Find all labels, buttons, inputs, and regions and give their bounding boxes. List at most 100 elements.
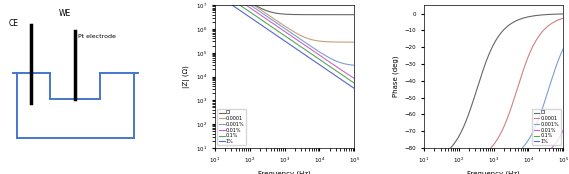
1%	[488, 164, 494, 166]
0.0001	[294, 33, 301, 35]
DI	[278, 13, 284, 15]
1%	[278, 37, 284, 39]
0.1%	[325, 65, 332, 67]
1%	[325, 70, 332, 72]
DI	[496, 34, 503, 36]
0.001%	[294, 36, 301, 38]
0.001%	[560, 47, 567, 49]
DI	[348, 14, 354, 16]
0.01%	[420, 164, 427, 166]
0.0001	[488, 147, 494, 149]
0.001%	[488, 161, 494, 164]
Line: DI: DI	[215, 0, 354, 15]
0.001%	[325, 57, 332, 59]
Text: Pt electrode: Pt electrode	[78, 34, 116, 39]
0.01%	[278, 29, 285, 31]
DI	[287, 13, 294, 15]
0.01%	[496, 163, 503, 165]
Legend: DI, 0.0001, 0.001%, 0.01%, 0.1%, 1%: DI, 0.0001, 0.001%, 0.01%, 0.1%, 1%	[217, 109, 246, 145]
0.1%	[486, 164, 493, 166]
1%	[278, 38, 285, 40]
0.01%	[560, 129, 567, 131]
0.0001	[556, 18, 563, 20]
DI	[420, 161, 427, 163]
DI	[535, 14, 542, 16]
1%	[504, 164, 510, 166]
0.1%	[556, 160, 563, 162]
0.1%	[488, 164, 494, 166]
0.1%	[496, 164, 503, 166]
0.001%	[486, 162, 493, 164]
0.01%	[504, 163, 510, 165]
DI	[556, 13, 563, 15]
Line: 0.0001: 0.0001	[424, 18, 563, 164]
0.01%	[325, 61, 332, 63]
DI	[351, 14, 358, 16]
0.001%	[351, 64, 358, 66]
Line: 0.0001: 0.0001	[215, 0, 354, 42]
0.1%	[278, 33, 285, 35]
1%	[287, 44, 294, 46]
0.0001	[535, 36, 542, 38]
1%	[486, 164, 493, 166]
DI	[325, 14, 332, 16]
0.1%	[287, 38, 294, 41]
1%	[294, 49, 301, 51]
0.0001	[351, 41, 358, 43]
Line: 0.001%: 0.001%	[215, 0, 354, 65]
0.001%	[496, 160, 503, 162]
0.001%	[535, 119, 542, 121]
0.01%	[287, 34, 294, 36]
0.1%	[348, 80, 354, 82]
1%	[348, 85, 354, 87]
Y-axis label: |Z| (Ω): |Z| (Ω)	[183, 65, 190, 88]
0.1%	[504, 164, 510, 166]
Y-axis label: Phase (deg): Phase (deg)	[393, 56, 399, 97]
0.0001	[560, 17, 567, 19]
0.01%	[488, 163, 494, 165]
1%	[535, 164, 542, 166]
0.1%	[535, 163, 542, 165]
0.001%	[287, 31, 294, 33]
0.001%	[278, 26, 285, 28]
0.01%	[348, 75, 354, 77]
Legend: DI, 0.0001, 0.001%, 0.01%, 0.1%, 1%: DI, 0.0001, 0.001%, 0.01%, 0.1%, 1%	[532, 109, 561, 145]
1%	[560, 163, 567, 165]
0.01%	[486, 163, 493, 165]
Line: 0.1%: 0.1%	[424, 160, 563, 165]
0.0001	[348, 41, 354, 43]
0.01%	[294, 39, 301, 41]
0.0001	[278, 22, 284, 25]
DI	[486, 51, 493, 53]
0.001%	[348, 64, 354, 66]
0.0001	[504, 118, 510, 121]
DI	[278, 13, 285, 15]
Line: 1%: 1%	[215, 0, 354, 88]
DI	[488, 49, 494, 51]
Line: 0.01%: 0.01%	[424, 130, 563, 165]
0.0001	[287, 29, 294, 31]
0.0001	[278, 23, 285, 25]
0.1%	[294, 44, 301, 46]
0.0001	[496, 135, 503, 137]
0.1%	[560, 159, 567, 161]
0.001%	[420, 164, 427, 166]
DI	[504, 26, 510, 28]
Line: 1%: 1%	[424, 164, 563, 165]
0.01%	[278, 28, 284, 30]
0.001%	[556, 55, 563, 57]
0.0001	[325, 41, 332, 43]
Line: DI: DI	[424, 14, 563, 162]
Text: CE: CE	[9, 19, 18, 28]
0.1%	[420, 164, 427, 166]
1%	[351, 87, 358, 89]
1%	[556, 163, 563, 165]
DI	[560, 13, 567, 15]
0.0001	[420, 163, 427, 165]
Line: 0.01%: 0.01%	[215, 0, 354, 78]
0.1%	[351, 82, 358, 84]
0.0001	[486, 148, 493, 150]
0.01%	[556, 135, 563, 137]
1%	[420, 164, 427, 166]
0.1%	[278, 32, 284, 34]
